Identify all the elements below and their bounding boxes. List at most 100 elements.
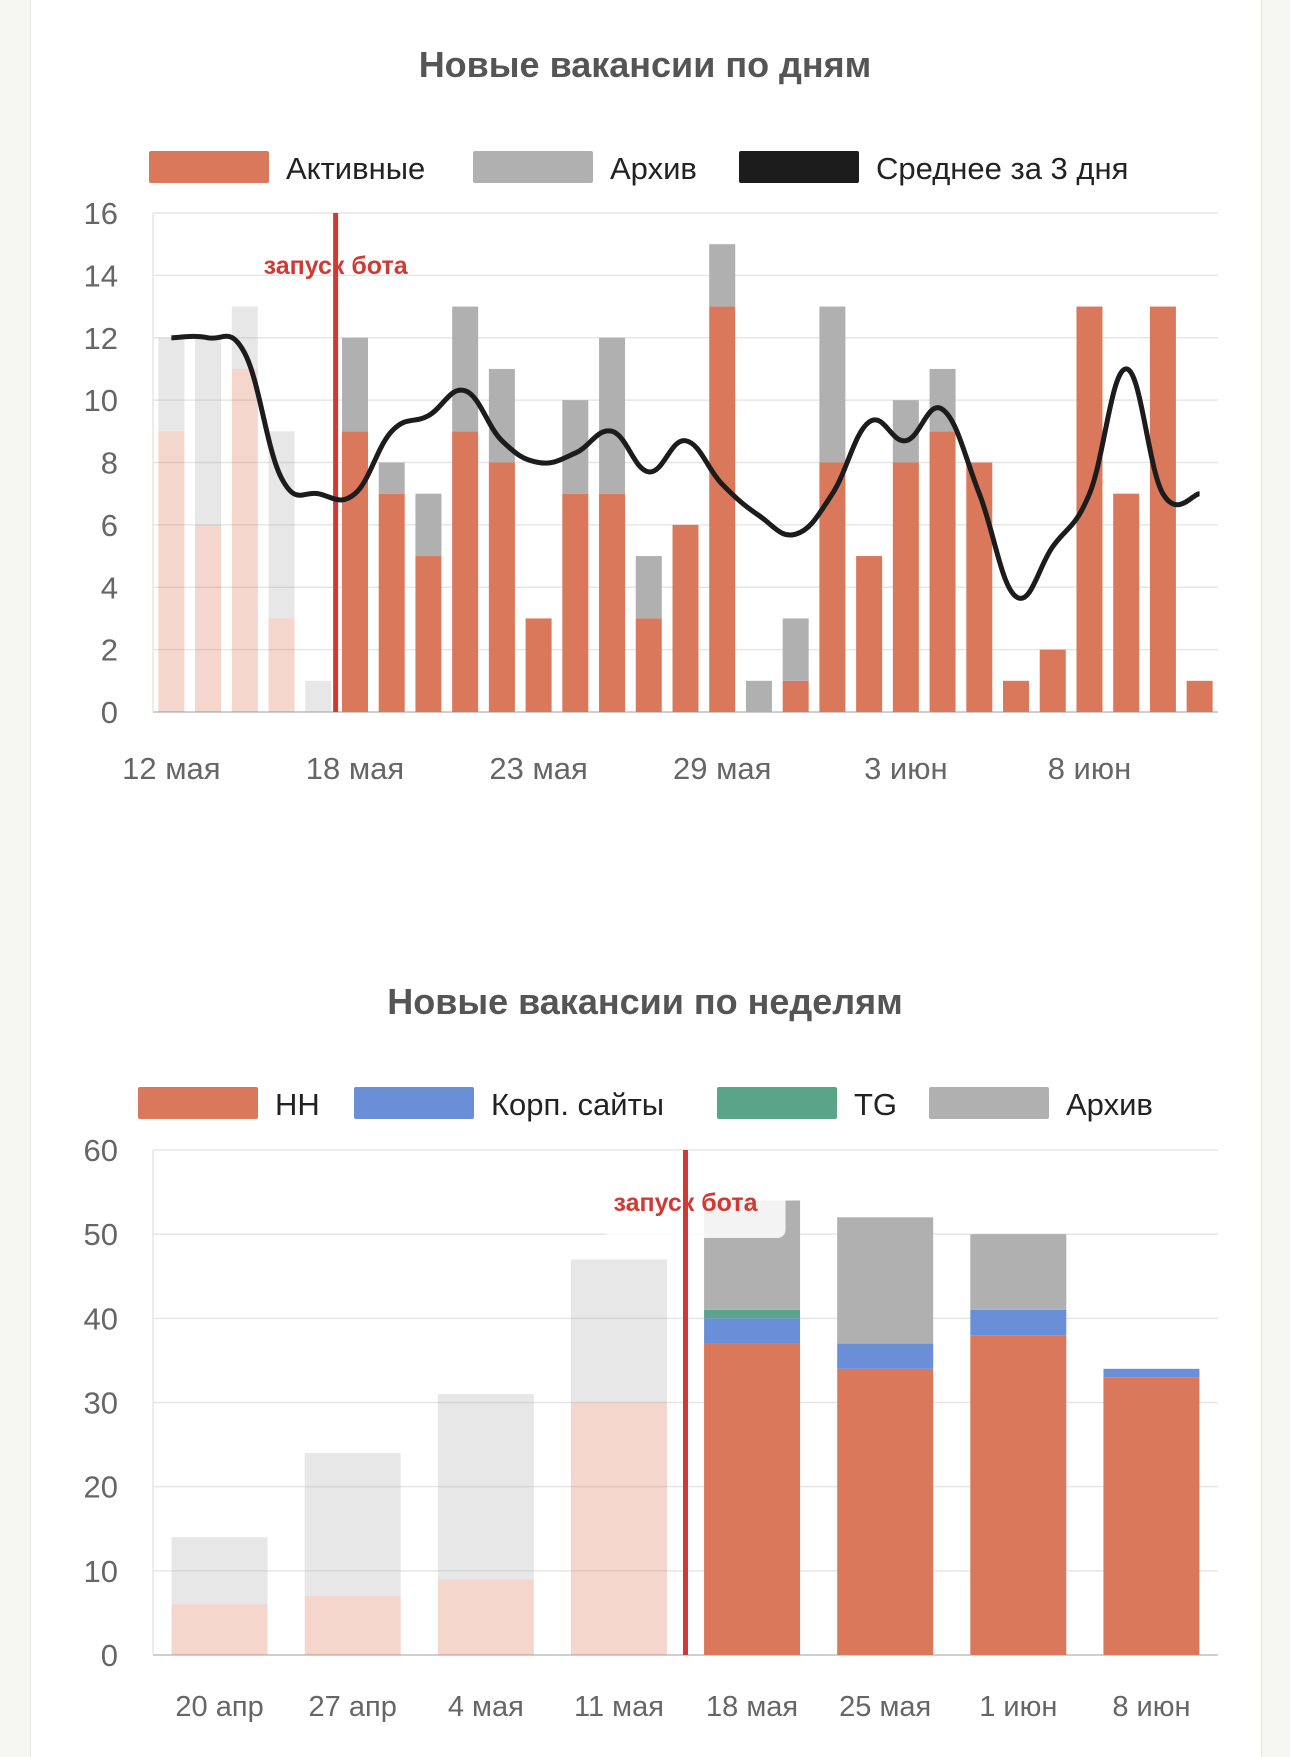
bar-corp: [837, 1343, 934, 1369]
chart1-x-axis: 12 мая 18 мая 23 мая 29 мая 3 июн 8 июн: [122, 751, 1131, 786]
bar-hh: [1103, 1377, 1200, 1655]
bar-active: [709, 306, 736, 712]
bar-active: [599, 493, 626, 712]
y-tick-label: 8: [101, 446, 118, 481]
x-tick-label: 11 мая: [574, 1691, 664, 1723]
bar-archive: [305, 680, 332, 712]
bar-active: [231, 368, 258, 712]
bar-active: [525, 618, 552, 712]
bar-archive: [437, 1394, 534, 1580]
y-tick-label: 14: [84, 258, 118, 293]
bar-active: [488, 462, 515, 712]
bar-archive: [195, 337, 222, 525]
bar-archive: [171, 1537, 268, 1605]
chart2-x-axis: 20 апр 27 апр 4 мая 11 мая 18 мая 25 мая 1 июн…: [175, 1691, 1190, 1723]
y-tick-label: 10: [84, 383, 118, 418]
bar-archive: [341, 337, 368, 432]
legend-swatch-archive: [473, 151, 593, 183]
bar-active: [452, 431, 479, 712]
y-tick-label: 20: [84, 1470, 118, 1505]
bar-corp: [970, 1309, 1067, 1336]
y-tick-label: 60: [84, 1133, 118, 1168]
bar-active: [635, 618, 662, 712]
bar-active: [1003, 680, 1030, 712]
chart2-launch-marker: запуск бота: [605, 1150, 786, 1655]
bar-active: [672, 524, 699, 712]
bar-archive: [970, 1234, 1067, 1310]
legend-label-tg[interactable]: TG: [854, 1087, 897, 1122]
bar-hh: [304, 1596, 401, 1655]
bar-archive: [304, 1453, 401, 1597]
bar-archive: [819, 306, 846, 463]
x-tick-label: 20 апр: [175, 1691, 263, 1723]
bar-active: [929, 431, 956, 712]
bar-active: [1113, 493, 1140, 712]
chart1-title: Новые вакансии по дням: [419, 44, 872, 85]
legend-label-avg[interactable]: Среднее за 3 дня: [876, 151, 1128, 186]
bar-active: [268, 618, 295, 712]
x-tick-label: 4 мая: [448, 1691, 524, 1723]
bar-hh: [970, 1335, 1067, 1655]
x-tick-label: 18 мая: [706, 1691, 798, 1723]
bar-active: [856, 556, 883, 712]
bar-archive: [635, 556, 662, 619]
legend-label-archive2[interactable]: Архив: [1066, 1087, 1153, 1122]
legend-swatch-hh: [138, 1087, 258, 1119]
bar-active: [966, 462, 993, 712]
bar-archive: [415, 493, 442, 557]
legend-label-hh[interactable]: HH: [275, 1087, 320, 1122]
bar-active: [158, 431, 185, 712]
legend-swatch-tg: [717, 1087, 837, 1119]
chart2-y-axis: 0 10 20 30 40 50 60: [84, 1133, 118, 1673]
x-tick-label: 8 июн: [1112, 1691, 1190, 1723]
chart1-legend[interactable]: Активные Архив Среднее за 3 дня: [149, 151, 1128, 186]
chart2-legend[interactable]: HH Корп. сайты TG Архив: [138, 1087, 1153, 1122]
bar-active: [1149, 306, 1176, 712]
bar-active: [415, 556, 442, 712]
bar-hh: [837, 1368, 934, 1655]
chart2-launch-label-bg: [605, 1190, 786, 1238]
bar-active: [341, 431, 368, 712]
x-tick-label: 12 мая: [122, 751, 220, 786]
legend-swatch-active: [149, 151, 269, 183]
y-tick-label: 6: [101, 508, 118, 543]
y-tick-label: 0: [101, 695, 118, 730]
chart1-bars: [158, 244, 1213, 712]
x-tick-label: 3 июн: [864, 751, 948, 786]
legend-label-active[interactable]: Активные: [286, 151, 425, 186]
bar-archive: [837, 1217, 934, 1344]
legend-label-archive[interactable]: Архив: [610, 151, 697, 186]
x-tick-label: 1 июн: [979, 1691, 1057, 1723]
y-tick-label: 12: [84, 321, 118, 356]
x-tick-label: 27 апр: [309, 1691, 397, 1723]
bar-active: [782, 680, 809, 712]
bar-archive: [709, 244, 736, 307]
bar-archive: [452, 306, 479, 432]
bar-active: [892, 462, 919, 712]
bar-archive: [378, 462, 405, 494]
bar-hh: [704, 1343, 801, 1655]
bar-active: [195, 524, 222, 712]
bar-archive: [599, 337, 626, 494]
bar-active: [1039, 649, 1066, 712]
y-tick-label: 2: [101, 633, 118, 668]
legend-swatch-avg: [739, 151, 859, 183]
bar-corp: [1103, 1368, 1200, 1378]
y-tick-label: 30: [84, 1386, 118, 1421]
bar-active: [378, 493, 405, 712]
y-tick-label: 16: [84, 196, 118, 231]
y-tick-label: 50: [84, 1217, 118, 1252]
bar-active: [819, 462, 846, 712]
bar-hh: [171, 1604, 268, 1655]
legend-label-corp[interactable]: Корп. сайты: [491, 1087, 664, 1122]
bar-active: [562, 493, 589, 712]
bar-active: [1186, 680, 1213, 712]
bar-corp: [704, 1318, 801, 1344]
x-tick-label: 18 мая: [306, 751, 404, 786]
y-tick-label: 0: [101, 1638, 118, 1673]
legend-swatch-archive2: [929, 1087, 1049, 1119]
chart1-y-axis: 0 2 4 6 8 10 12 14 16: [84, 196, 118, 730]
y-tick-label: 40: [84, 1301, 118, 1336]
bar-hh: [437, 1579, 534, 1655]
